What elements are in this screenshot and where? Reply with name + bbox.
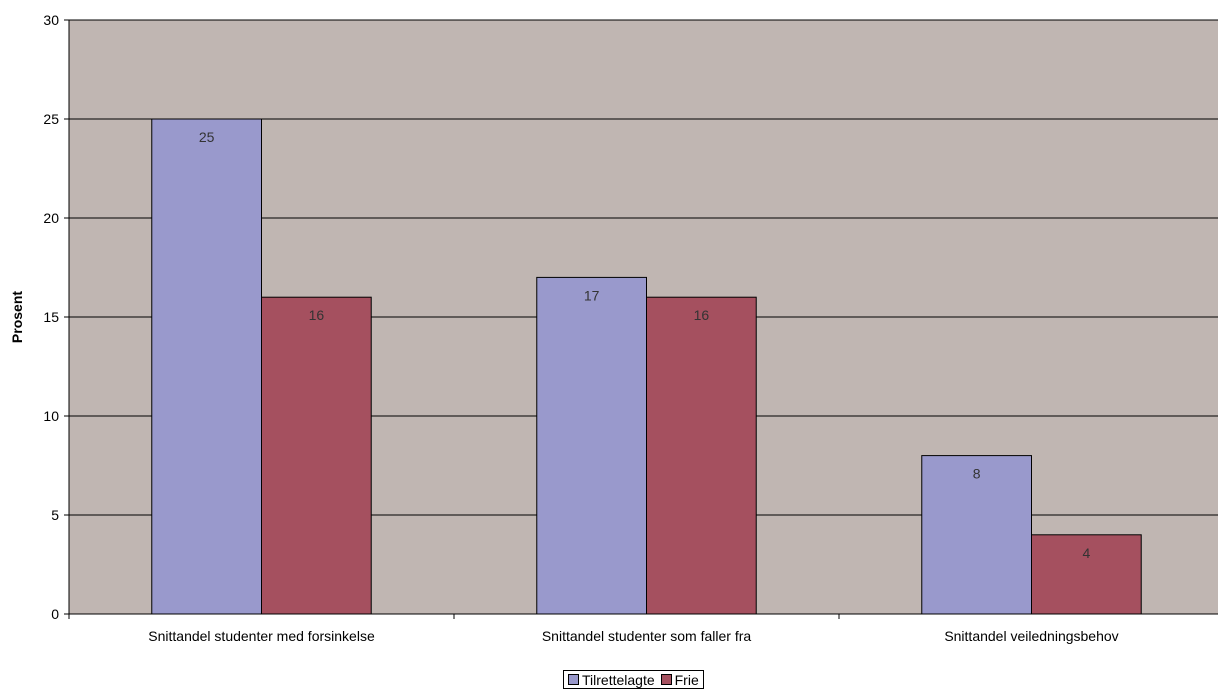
- bar-tilrettelagte: [536, 276, 648, 615]
- legend-item-frie: Frie: [660, 671, 699, 688]
- y-tick-label: 10: [43, 408, 59, 424]
- bar-frie: [261, 296, 372, 615]
- bars: 25 16 17 16 8 4: [151, 118, 1142, 615]
- bar-tilrettelagte: [151, 118, 262, 615]
- y-tick-label: 5: [51, 507, 59, 523]
- data-label: 16: [309, 307, 325, 323]
- x-category-label: Snittandel studenter med forsinkelse: [148, 628, 375, 644]
- legend-swatch: [660, 674, 672, 685]
- legend-item-tilrettelagte: Tilrettelagte: [568, 672, 655, 688]
- axes: [64, 19, 1218, 619]
- x-category-label: Snittandel veiledningsbehov: [944, 628, 1118, 644]
- y-axis-label: Prosent: [9, 291, 25, 343]
- x-category-labels: Snittandel studenter med forsinkelse Snit…: [148, 628, 1118, 644]
- legend: Tilrettelagte Frie: [563, 670, 704, 689]
- data-label: 8: [973, 466, 981, 482]
- data-label: 4: [1082, 545, 1090, 561]
- legend-swatch: [568, 674, 579, 685]
- legend-label: Tilrettelagte: [582, 671, 655, 688]
- data-label: 16: [694, 307, 710, 323]
- data-label: 17: [584, 287, 600, 303]
- legend-label: Frie: [674, 671, 699, 688]
- y-tick-label: 0: [51, 606, 59, 622]
- y-tick-labels: 0 5 10 15 20 25 30: [43, 12, 59, 622]
- y-tick-label: 15: [43, 309, 59, 325]
- y-tick-label: 25: [43, 111, 59, 127]
- bar-frie: [1031, 534, 1142, 615]
- data-label: 25: [199, 129, 215, 145]
- bar-frie: [646, 296, 757, 615]
- x-category-label: Snittandel studenter som faller fra: [542, 628, 752, 644]
- y-tick-label: 30: [43, 12, 59, 28]
- bar-tilrettelagte: [921, 455, 1033, 615]
- y-tick-label: 20: [43, 210, 59, 226]
